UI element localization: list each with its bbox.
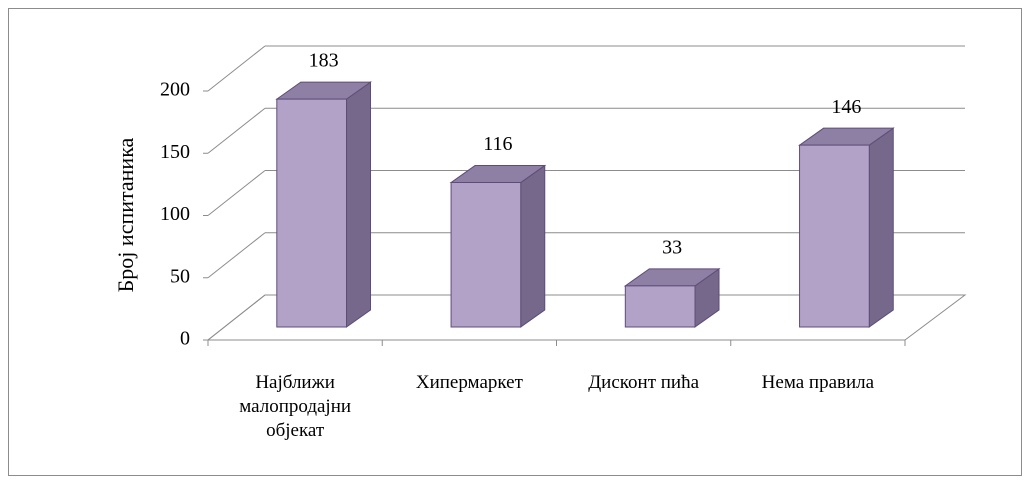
- bar-front: [624, 285, 696, 328]
- bar: [449, 164, 547, 328]
- bar-front: [450, 182, 522, 328]
- bar-side: [520, 164, 546, 328]
- y-tick-label: 50: [170, 265, 190, 287]
- bar-front: [799, 144, 870, 328]
- x-tick-label: Нема правила: [761, 372, 875, 393]
- y-tick-label: 150: [160, 141, 190, 163]
- y-tick-label: 100: [160, 203, 190, 225]
- grid-line-side: [207, 232, 266, 279]
- grid-line-side: [207, 45, 266, 92]
- data-label: 146: [831, 96, 861, 118]
- grid-line-side: [207, 294, 266, 341]
- bar: [275, 81, 373, 328]
- grid-line-side: [207, 170, 266, 216]
- x-tick-label: Хипермаркет: [415, 372, 523, 393]
- bar: [623, 267, 721, 328]
- y-axis-label: Број испитаника: [113, 137, 138, 292]
- bar-side: [868, 127, 894, 328]
- x-tick-label: Најближи малопродајни објекат: [239, 372, 352, 441]
- grid-line-side: [207, 107, 266, 154]
- bar-side: [346, 81, 372, 328]
- x-tick-label: Дисконт пића: [588, 372, 700, 393]
- data-label: 183: [309, 50, 339, 72]
- data-label: 33: [662, 236, 682, 258]
- y-tick-label: 0: [180, 328, 190, 350]
- y-tick-label: 200: [160, 79, 190, 101]
- bar-front: [276, 98, 348, 328]
- bar: [797, 127, 895, 328]
- data-label: 116: [483, 133, 512, 155]
